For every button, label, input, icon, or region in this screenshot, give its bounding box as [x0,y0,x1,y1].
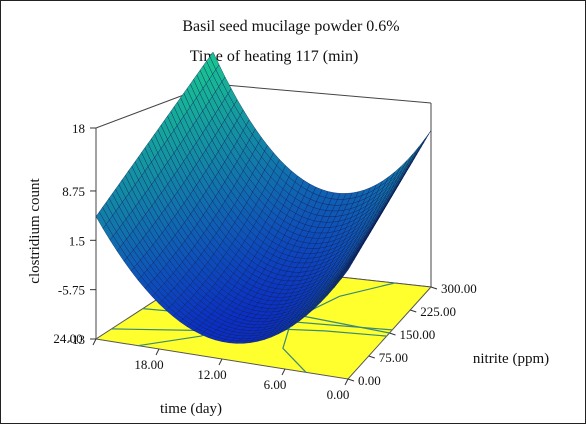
y-tick-mark [410,309,417,313]
y-tick-mark [368,355,375,359]
y-axis-ticks: 300.00 225.00 150.00 75.00 0.00 [347,281,477,388]
response-surface [95,51,432,344]
y-tick-mark [430,286,438,290]
x-tick-mark [281,368,286,376]
x-tick-label: 6.00 [264,377,287,392]
y-tick-label: 300.00 [441,281,477,296]
x-tick-label: 18.00 [134,357,163,372]
x-tick-mark [155,348,160,356]
y-tick-mark [347,378,355,382]
x-tick-mark [92,338,97,346]
x-axis-label: time (day) [160,401,222,417]
y-tick-label: 225.00 [420,304,456,319]
z-axis-ticks: 18 8.75 1.5 -5.75 -13 [58,121,96,347]
z-tick-label: 1.5 [69,233,85,248]
x-tick-label: 12.00 [197,367,226,382]
x-axis-ticks: 24.00 18.00 12.00 6.00 0.00 [53,331,349,402]
x-tick-mark [344,378,349,386]
y-axis-label: nitrite (ppm) [473,351,549,367]
chart-title-line2: Time of heating 117 (min) [190,48,359,65]
z-tick-label: 18 [72,121,85,136]
x-tick-mark [218,358,223,366]
y-tick-label: 75.00 [379,350,408,365]
z-tick-label: -13 [68,332,85,347]
z-axis-label: clostridium count [27,177,43,283]
chart-title-line1: Basil seed mucilage powder 0.6% [182,18,399,35]
y-tick-label: 0.00 [358,373,381,388]
y-tick-label: 150.00 [400,327,436,342]
x-tick-label: 0.00 [327,387,350,402]
y-tick-mark [389,332,396,336]
z-tick-label: -5.75 [58,283,85,298]
surface-patch [340,266,351,280]
x-tick-label: 24.00 [53,331,82,346]
z-tick-label: 8.75 [62,184,85,199]
